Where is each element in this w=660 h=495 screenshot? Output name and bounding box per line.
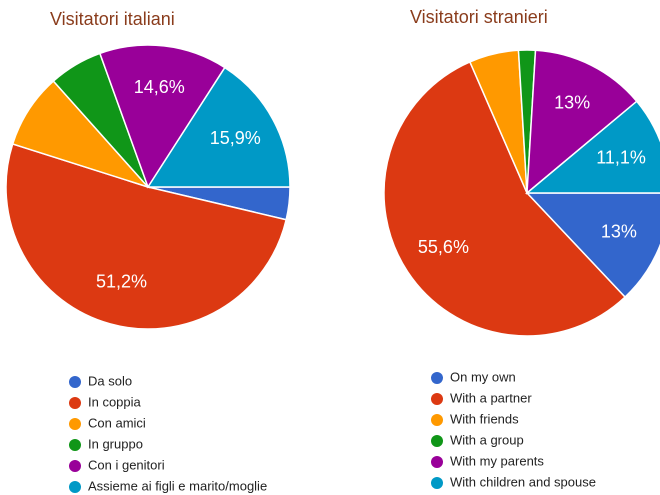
pie-slice xyxy=(146,66,291,188)
slice-label: 13% xyxy=(601,221,637,241)
legend-swatch xyxy=(69,481,81,493)
legend-label: Con i genitori xyxy=(88,457,165,472)
pie-slice xyxy=(98,44,226,189)
slice-label: 11,1% xyxy=(596,148,646,168)
legend-label: With friends xyxy=(450,411,519,426)
legend-label: Da solo xyxy=(88,373,132,388)
legend-swatch xyxy=(69,418,81,430)
slice-label: 15,9% xyxy=(210,128,261,148)
legend-label: On my own xyxy=(450,369,516,384)
pie-slice xyxy=(526,49,638,195)
legend-swatch xyxy=(431,477,443,489)
pie-slice xyxy=(525,192,660,299)
slice-label: 55,6% xyxy=(418,237,469,257)
legend-swatch xyxy=(431,372,443,384)
legend-label: With my parents xyxy=(450,453,544,468)
legend-label: With a partner xyxy=(450,390,532,405)
chart-title: Visitatori stranieri xyxy=(410,7,548,27)
legend-swatch xyxy=(431,435,443,447)
legend-swatch xyxy=(431,414,443,426)
legend-swatch xyxy=(431,393,443,405)
pie-slice xyxy=(383,60,627,337)
legend-swatch xyxy=(69,439,81,451)
slice-label: 51,2% xyxy=(96,272,147,292)
pie-slice xyxy=(5,143,288,330)
legend-label: Con amici xyxy=(88,415,146,430)
legend-swatch xyxy=(69,460,81,472)
legend-swatch xyxy=(69,376,81,388)
slice-label: 13% xyxy=(554,92,590,112)
legend-label: In gruppo xyxy=(88,436,143,451)
legend-swatch xyxy=(69,397,81,409)
slice-label: 14,6% xyxy=(134,77,185,97)
legend-label: In coppia xyxy=(88,394,142,409)
legend-label: Assieme ai figli e marito/moglie xyxy=(88,478,267,493)
legend-label: With a group xyxy=(450,432,524,447)
pie-slice xyxy=(524,100,660,194)
legend-swatch xyxy=(431,456,443,468)
chart-title: Visitatori italiani xyxy=(50,9,175,29)
legend-label: With children and spouse xyxy=(450,474,596,489)
